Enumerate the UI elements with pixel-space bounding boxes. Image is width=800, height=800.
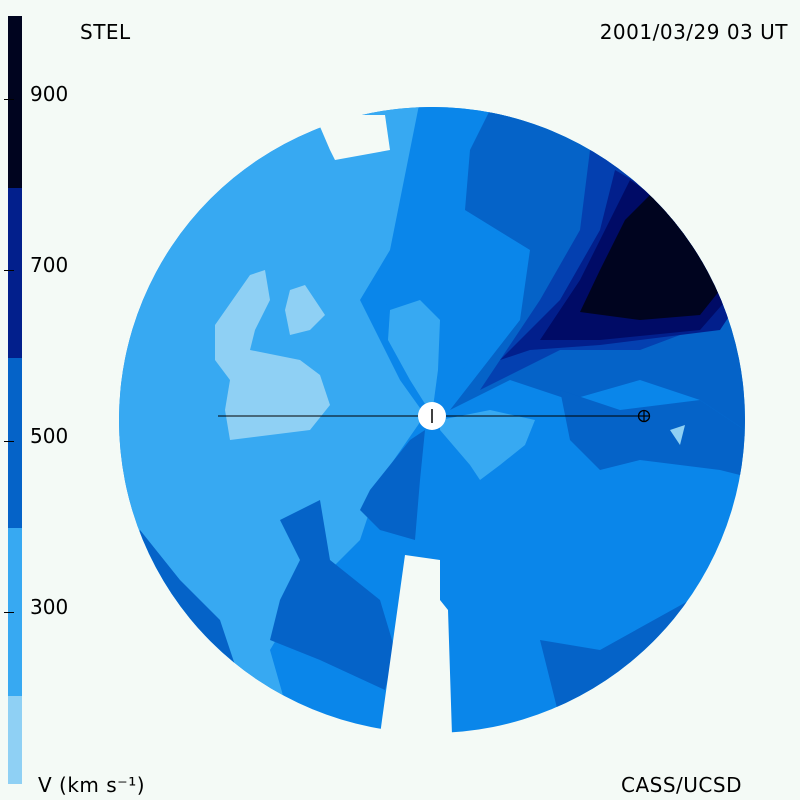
velocity-region [285,285,325,335]
timestamp-label: 2001/03/29 03 UT [599,20,788,44]
velocity-region [560,390,745,480]
units-label: V (km s⁻¹) [38,773,146,797]
colorbar-tick [4,441,14,442]
observatory-label: STEL [80,20,131,44]
data-gap [380,555,452,735]
sun-icon [418,402,446,430]
colorbar-segment [8,528,22,696]
colorbar-segment [8,16,22,188]
velocity-region [360,430,425,540]
colorbar-tick-label: 900 [30,82,69,106]
earth-icon [637,409,651,423]
velocity-region [215,270,330,440]
colorbar-tick [4,612,14,613]
velocity-region [440,410,535,480]
colorbar-segment [8,696,22,784]
colorbar-tick-label: 300 [30,595,69,619]
colorbar-segment [8,188,22,358]
velocity-region [270,500,395,690]
credit-label: CASS/UCSD [621,773,742,797]
velocity-region [670,425,685,445]
data-gap [315,115,390,160]
colorbar-tick-label: 700 [30,253,69,277]
colorbar-segment [8,358,22,528]
colorbar-tick-label: 500 [30,424,69,448]
velocity-region [388,300,440,415]
velocity-region [580,195,720,320]
colorbar-tick [4,99,14,100]
velocity-colorbar [8,16,22,784]
colorbar-tick [4,270,14,271]
